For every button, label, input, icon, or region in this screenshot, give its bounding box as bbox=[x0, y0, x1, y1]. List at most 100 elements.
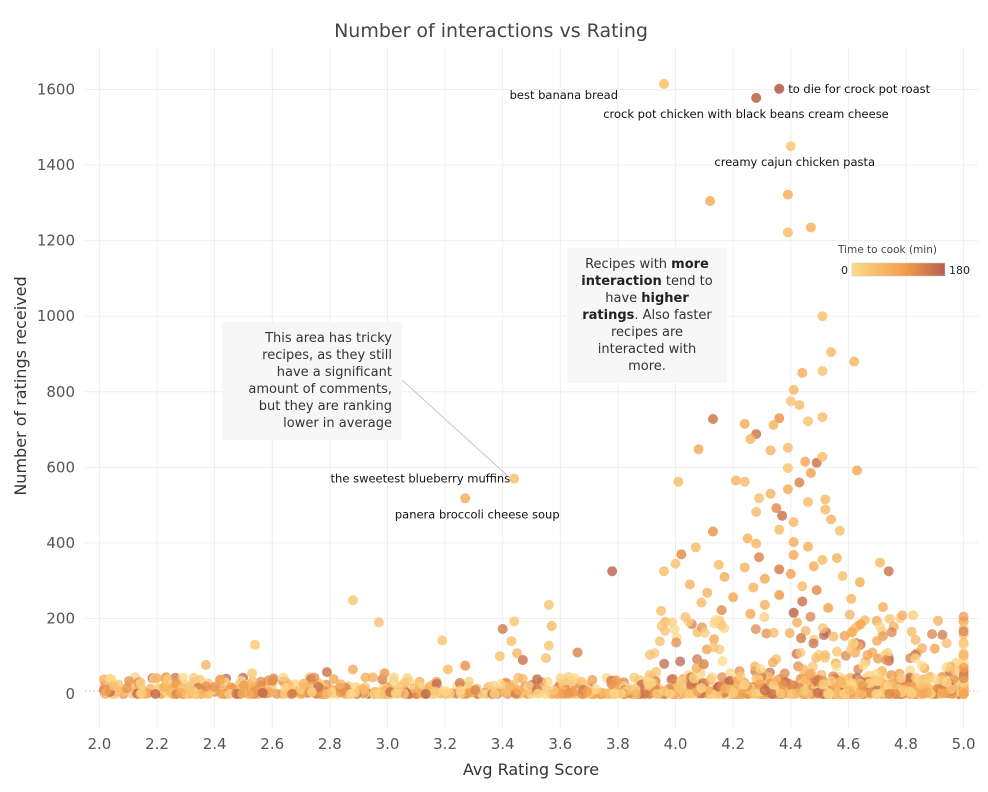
scatter-point-cluster bbox=[808, 638, 819, 649]
scatter-point-cluster bbox=[922, 687, 933, 698]
scatter-point bbox=[803, 416, 814, 427]
scatter-point-cluster bbox=[696, 683, 707, 694]
scatter-point bbox=[849, 356, 860, 367]
y-tick-label: 1400 bbox=[37, 156, 75, 174]
scatter-point-cluster bbox=[669, 624, 680, 635]
scatter-point-cluster bbox=[409, 683, 420, 694]
scatter-point-cluster bbox=[958, 626, 969, 637]
scatter-point-cluster bbox=[927, 629, 938, 640]
x-tick-label: 3.0 bbox=[376, 735, 400, 753]
scatter-point-cluster bbox=[855, 619, 866, 630]
scatter-point bbox=[673, 476, 684, 487]
scatter-point-cluster bbox=[839, 630, 850, 641]
scatter-point bbox=[707, 413, 718, 424]
scatter-point-cluster bbox=[759, 612, 770, 623]
scatter-point bbox=[782, 227, 793, 238]
scatter-point bbox=[572, 647, 583, 658]
scatter-point-cluster bbox=[795, 647, 806, 658]
scatter-point bbox=[742, 533, 753, 544]
scatter-point-cluster bbox=[910, 634, 921, 645]
scatter-point bbox=[768, 420, 779, 431]
scatter-point-cluster bbox=[136, 688, 147, 699]
scatter-point bbox=[512, 648, 523, 659]
y-axis-ticks: 0 200 400 600 800 1000 1200 1400 1600 bbox=[37, 81, 75, 703]
scatter-point bbox=[739, 418, 750, 429]
scatter-point bbox=[906, 626, 917, 637]
scatter-point bbox=[794, 400, 805, 410]
scatter-point bbox=[693, 444, 704, 455]
scatter-point-cluster bbox=[513, 685, 524, 696]
scatter-point-cluster bbox=[761, 628, 772, 639]
x-tick-label: 4.2 bbox=[721, 735, 745, 753]
scatter-point-cluster bbox=[256, 676, 267, 687]
scatter-point bbox=[719, 571, 730, 582]
scatter-point-cluster bbox=[454, 678, 465, 689]
scatter-point-cluster bbox=[930, 674, 941, 685]
scatter-point-cluster bbox=[950, 665, 961, 676]
scatter-point-cluster bbox=[576, 676, 587, 687]
scatter-point bbox=[659, 566, 670, 577]
scatter-point-cluster bbox=[532, 674, 543, 685]
annotation-text-3: . Also faster recipes are interacted wit… bbox=[597, 308, 712, 374]
scatter-point-cluster bbox=[629, 672, 640, 683]
scatter-point bbox=[759, 573, 770, 584]
scatter-point bbox=[607, 566, 618, 577]
x-axis-ticks: 2.0 2.2 2.4 2.6 2.8 3.0 3.2 3.4 3.6 3.8 4.0 4.2 4.4 4… bbox=[87, 735, 975, 753]
scatter-point-cluster bbox=[429, 686, 440, 697]
scatter-point bbox=[731, 475, 742, 486]
scatter-point-cluster bbox=[135, 678, 146, 689]
scatter-point bbox=[707, 526, 718, 537]
scatter-point bbox=[782, 442, 793, 453]
scatter-point bbox=[754, 493, 765, 504]
scatter-point-cluster bbox=[216, 688, 227, 699]
scatter-point bbox=[321, 667, 332, 678]
scatter-point bbox=[854, 577, 865, 588]
scatter-point bbox=[774, 564, 785, 575]
scatter-point bbox=[152, 673, 163, 684]
scatter-point bbox=[437, 635, 448, 646]
scatter-point-cluster bbox=[736, 688, 747, 699]
point-label: to die for crock pot roast bbox=[788, 82, 930, 96]
x-tick-label: 4.6 bbox=[836, 735, 860, 753]
scatter-point-cluster bbox=[699, 627, 710, 638]
scatter-point-cluster bbox=[567, 676, 578, 687]
scatter-point-cluster bbox=[941, 677, 952, 688]
scatter-point-cluster bbox=[495, 679, 506, 690]
scatter-point-cluster bbox=[280, 688, 291, 699]
y-tick-label: 600 bbox=[46, 458, 75, 476]
scatter-point-cluster bbox=[464, 676, 475, 687]
scatter-point-cluster bbox=[831, 661, 842, 672]
scatter-point-cluster bbox=[784, 628, 795, 639]
y-tick-label: 0 bbox=[65, 685, 75, 703]
scatter-point-cluster bbox=[150, 688, 161, 699]
scatter-point bbox=[728, 592, 739, 603]
scatter-point-cluster bbox=[517, 673, 528, 684]
scatter-point-cluster bbox=[828, 631, 839, 642]
scatter-point bbox=[546, 621, 557, 631]
scatter-point bbox=[834, 525, 845, 536]
x-axis-label: Avg Rating Score bbox=[463, 760, 599, 779]
point-labels: best banana bread to die for crock pot ro… bbox=[331, 82, 931, 522]
scatter-point-cluster bbox=[857, 680, 868, 691]
y-tick-label: 200 bbox=[46, 609, 75, 627]
x-tick-label: 2.2 bbox=[145, 735, 169, 753]
scatter-point bbox=[797, 367, 808, 378]
scatter-point bbox=[817, 311, 828, 322]
scatter-point-cluster bbox=[101, 686, 112, 697]
scatter-point-cluster bbox=[195, 688, 206, 699]
scatter-point bbox=[460, 660, 471, 671]
scatter-point-cluster bbox=[201, 681, 212, 692]
scatter-point-cluster bbox=[122, 683, 133, 694]
scatter-point bbox=[785, 568, 796, 579]
color-legend: Time to cook (min) 0 180 bbox=[837, 244, 970, 277]
scatter-point-cluster bbox=[360, 672, 371, 683]
scatter-point-cluster bbox=[725, 668, 736, 679]
scatter-point-cluster bbox=[775, 688, 786, 699]
scatter-point bbox=[852, 465, 863, 476]
x-tick-label: 4.0 bbox=[664, 735, 688, 753]
scatter-point-cluster bbox=[908, 610, 919, 621]
scatter-point-labeled bbox=[751, 92, 762, 103]
scatter-point bbox=[823, 602, 834, 613]
scatter-point-cluster bbox=[533, 688, 544, 699]
